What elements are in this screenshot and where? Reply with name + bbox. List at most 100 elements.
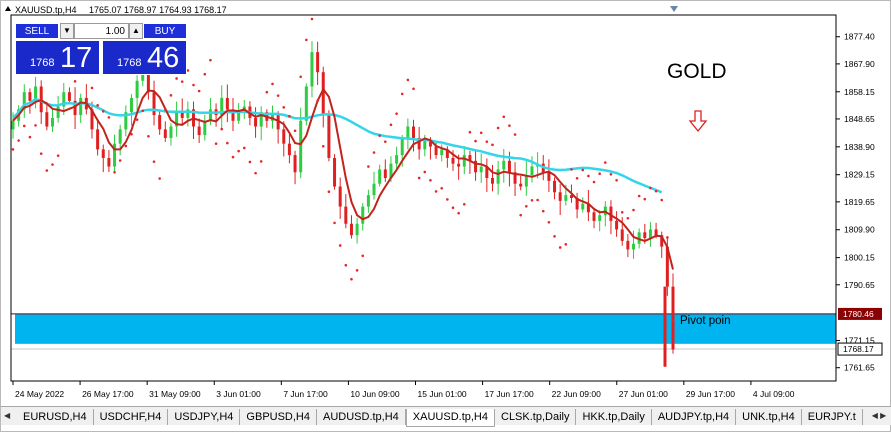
time-tick-label: 24 May 2022: [15, 389, 64, 399]
candle-body: [485, 166, 489, 178]
tab-eurjpy-t[interactable]: EURJPY.t: [801, 409, 863, 425]
candle-body: [163, 129, 167, 138]
sar-dot: [276, 94, 280, 97]
sar-dot: [226, 141, 229, 145]
sar-dot: [587, 174, 590, 178]
sar-dot: [592, 180, 596, 184]
sar-dot: [547, 221, 551, 224]
candle-body: [615, 220, 619, 230]
candle-body: [208, 109, 212, 121]
price-chart[interactable]: 1877.40 1867.90 1858.15 1848.65 1838.90 1829.…: [1, 1, 891, 406]
tab-gbpusd-h4[interactable]: GBPUSD,H4: [240, 409, 317, 425]
tab-audusd-tp-h4[interactable]: AUDUSD.tp,H4: [317, 409, 406, 425]
candle-body: [175, 112, 179, 127]
candle-body: [90, 109, 94, 130]
tab-clsk-tp-daily[interactable]: CLSK.tp,Daily: [495, 409, 577, 425]
pivot-point-label: Pivot poin: [680, 315, 731, 327]
time-tick-label: 29 Jun 17:00: [686, 389, 735, 399]
sar-dot: [502, 115, 506, 119]
candle-body: [468, 155, 472, 161]
candle-body: [524, 175, 528, 187]
sar-dot: [90, 86, 94, 90]
sell-price-prefix: 1768: [30, 57, 55, 69]
candle-body: [609, 206, 613, 221]
candle-body: [423, 140, 427, 150]
tab-usdchf-h4[interactable]: USDCHF,H4: [93, 409, 169, 425]
sar-dot: [519, 213, 522, 217]
price-tick-label: 1838.90: [844, 142, 875, 152]
candle-body: [389, 163, 393, 178]
sar-dot: [604, 161, 607, 164]
chart-area[interactable]: 1877.40 1867.90 1858.15 1848.65 1838.90 1829.…: [1, 1, 891, 406]
candle-body: [321, 72, 325, 116]
sar-dot: [350, 277, 353, 281]
candle-body: [282, 129, 286, 144]
time-tick-label: 3 Jun 01:00: [216, 389, 261, 399]
sar-dot: [508, 124, 511, 127]
sar-dot: [107, 116, 111, 119]
sar-dot: [513, 133, 517, 136]
sar-dot: [169, 94, 173, 97]
sar-dot: [468, 130, 472, 134]
candle-body: [361, 206, 365, 224]
candle-body: [96, 129, 100, 150]
tab-eurusd-h4[interactable]: EURUSD,H4: [17, 409, 94, 425]
chart-symbol-title: XAUUSD.tp,H4: [15, 5, 77, 15]
lot-increase-icon[interactable]: ▲: [129, 23, 143, 39]
tab-usdjpy-h4[interactable]: USDJPY,H4: [168, 409, 241, 425]
candle-body: [287, 143, 291, 156]
tab-hkk-tp-daily[interactable]: HKK.tp,Daily: [576, 409, 652, 425]
sar-dot: [530, 198, 534, 202]
candle-body: [141, 69, 145, 81]
time-tick-label: 27 Jun 01:00: [619, 389, 668, 399]
buy-button[interactable]: BUY: [143, 23, 187, 39]
candle-body: [203, 120, 207, 136]
buy-quote[interactable]: 1768 46: [102, 40, 187, 75]
sar-dot: [11, 148, 15, 151]
sell-button[interactable]: SELL: [15, 23, 59, 39]
sar-dot: [598, 172, 601, 175]
sar-dot: [660, 198, 664, 202]
sar-dot: [575, 176, 579, 180]
candle-body: [462, 155, 466, 167]
sar-dot: [620, 210, 624, 214]
sar-dot: [248, 160, 252, 164]
candle-body: [118, 129, 122, 144]
candle-body: [276, 115, 280, 130]
lot-size-input[interactable]: [74, 23, 129, 39]
sar-dot: [237, 149, 240, 153]
candle-body: [569, 195, 573, 198]
sar-dot: [327, 190, 331, 194]
sar-dot: [553, 235, 556, 238]
lot-decrease-icon[interactable]: ▼: [60, 23, 74, 39]
sar-dot: [220, 127, 224, 131]
time-tick-label: 15 Jun 01:00: [418, 389, 467, 399]
candle-body: [113, 143, 117, 167]
chart-ohlc-readout: 1765.07 1768.97 1764.93 1768.17: [89, 5, 227, 15]
sar-dot: [462, 202, 466, 206]
price-tick-label: 1877.40: [844, 32, 875, 42]
sar-dot: [254, 171, 257, 175]
sar-dot: [305, 38, 308, 42]
sar-dot: [321, 144, 325, 148]
candle-body: [45, 112, 49, 127]
tab-scroll-icons[interactable]: ◀ ▶: [868, 408, 890, 424]
sell-quote[interactable]: 1768 17: [15, 40, 100, 75]
tab-scroll-left-icon[interactable]: ◀: [4, 411, 11, 420]
sar-dot: [180, 80, 184, 83]
candle-body: [440, 149, 444, 156]
sar-dot: [101, 110, 105, 113]
sar-dot: [51, 163, 54, 166]
candle-body: [637, 232, 641, 244]
candle-body: [73, 100, 77, 116]
tab-xauusd-tp-h4[interactable]: XAUUSD.tp,H4: [405, 409, 495, 427]
candle-body: [254, 117, 258, 127]
tab-unk-tp-h4[interactable]: UNK.tp,H4: [736, 409, 802, 425]
candle-body: [169, 126, 173, 138]
candle-body: [457, 163, 461, 167]
tab-audjpy-tp-h4[interactable]: AUDJPY.tp,H4: [651, 409, 737, 425]
sar-dot: [485, 140, 489, 143]
sar-dot: [203, 72, 207, 76]
candle-body: [197, 126, 201, 136]
sar-dot: [56, 154, 60, 157]
